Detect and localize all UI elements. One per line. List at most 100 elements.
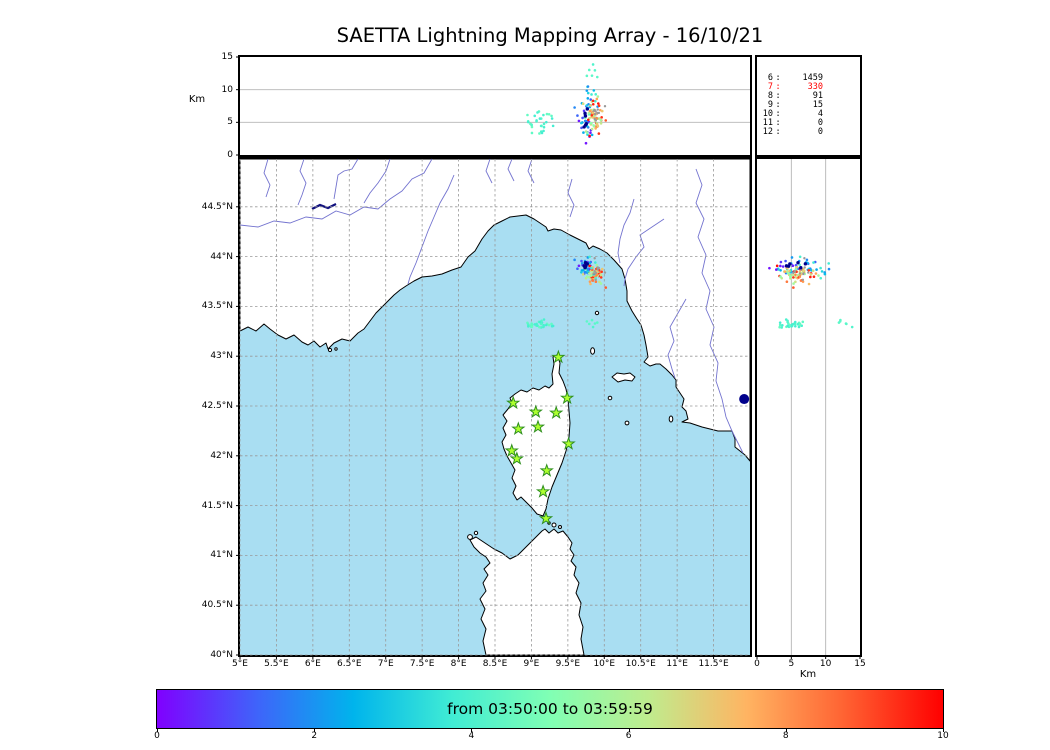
station-star [528, 404, 543, 419]
map-y-tick-label: 43°N [210, 351, 233, 362]
source-point [592, 124, 595, 127]
source-point [588, 255, 591, 259]
lake-bolsena-dot [739, 394, 750, 405]
source-point [539, 124, 543, 128]
source-point [535, 119, 538, 122]
asinara-island-2 [473, 530, 479, 536]
source-point [582, 131, 585, 134]
source-point [591, 99, 595, 103]
giglio-island [668, 415, 674, 423]
source-point [799, 266, 803, 270]
source-point [551, 124, 555, 128]
source-point [536, 111, 539, 114]
source-point [775, 264, 779, 268]
source-point [580, 121, 583, 125]
source-point [793, 320, 797, 324]
source-point [779, 269, 782, 272]
source-point [542, 318, 546, 321]
source-point [850, 325, 854, 329]
source-point [807, 271, 810, 274]
source-point [542, 122, 546, 126]
source-point [590, 270, 594, 273]
source-point [814, 272, 818, 275]
source-point [590, 115, 593, 119]
count-row: 8: 91 [757, 92, 860, 101]
source-point [590, 122, 593, 125]
source-point [594, 280, 598, 284]
source-point [593, 69, 597, 72]
source-point [590, 74, 594, 77]
source-point [820, 270, 824, 273]
count-separator: : [775, 82, 781, 92]
source-point [593, 322, 597, 325]
source-point [595, 263, 599, 267]
source-point [530, 125, 534, 129]
source-point [778, 321, 782, 324]
source-point [778, 323, 782, 327]
source-point [550, 322, 553, 326]
source-point [590, 318, 594, 322]
count-separator: : [775, 127, 781, 137]
source-point [594, 112, 597, 116]
count-row: 6: 1459 [757, 74, 860, 83]
source-point [788, 262, 792, 266]
source-point [540, 131, 544, 135]
source-point [604, 286, 608, 289]
source-point [786, 272, 790, 275]
source-point [595, 273, 599, 277]
altitude-gridlines [756, 159, 861, 659]
source-point [542, 125, 546, 129]
count-separator: : [775, 91, 781, 101]
source-point [599, 122, 603, 125]
station-star [538, 511, 554, 525]
count-value: 4 [817, 109, 823, 119]
count-row: 12: 0 [757, 128, 860, 137]
source-point [788, 269, 791, 273]
altitude-axis-unit-top: Km [188, 94, 206, 105]
alt-x-tick-label: 15 [854, 659, 866, 669]
hyeres-island-1 [327, 347, 333, 353]
count-altitude-km: 10 [762, 109, 773, 119]
source-point [535, 322, 538, 326]
source-point [600, 267, 604, 271]
source-point [781, 265, 785, 268]
mainland-coast [239, 158, 751, 462]
source-point [581, 273, 585, 276]
source-point [551, 324, 555, 328]
source-point [587, 322, 591, 326]
lightning-sources-layer [526, 255, 608, 329]
source-point [576, 114, 579, 117]
source-point [584, 122, 589, 126]
source-point [596, 95, 600, 98]
source-point [590, 113, 594, 117]
source-point [785, 280, 789, 284]
source-point [538, 132, 541, 135]
source-point [790, 256, 794, 259]
station-star [504, 443, 519, 457]
station-star [530, 419, 546, 434]
source-point [589, 131, 592, 135]
source-point [538, 117, 542, 120]
corsica-coast [501, 354, 571, 517]
count-separator: : [775, 100, 781, 110]
landmasses [239, 158, 751, 656]
source-point [815, 268, 818, 271]
source-point [811, 269, 815, 272]
source-point [823, 272, 827, 276]
source-point [600, 109, 604, 113]
source-point [529, 122, 532, 126]
source-point [792, 271, 795, 275]
source-point [529, 324, 532, 327]
source-point [844, 322, 848, 325]
station-star [551, 349, 566, 364]
source-point [594, 127, 597, 130]
capraia-island [590, 347, 596, 355]
map-x-tick-label: 8°E [450, 659, 467, 669]
source-point [807, 268, 811, 272]
source-point [527, 325, 530, 328]
source-point [591, 102, 595, 106]
source-point [801, 278, 805, 281]
source-point [791, 273, 795, 277]
count-row: 10: 4 [757, 110, 860, 119]
source-point [599, 276, 603, 279]
